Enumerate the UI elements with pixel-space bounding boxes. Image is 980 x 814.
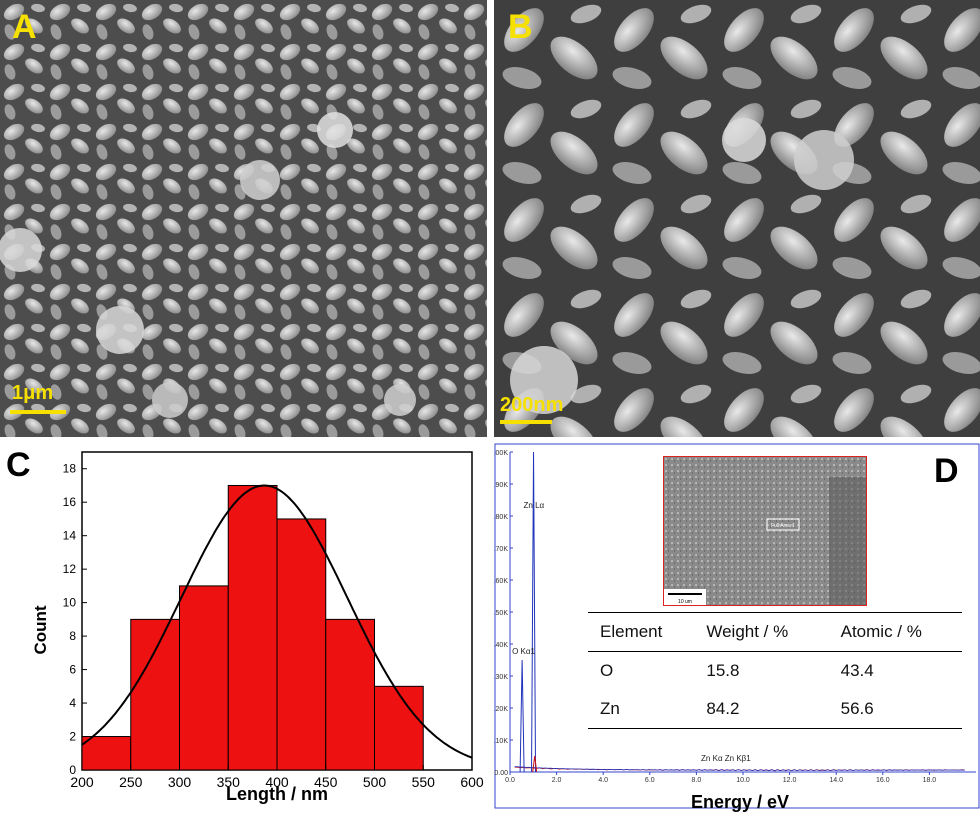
cell-atomic: 56.6: [828, 690, 962, 729]
cell-weight: 15.8: [706, 661, 740, 680]
scale-label-a: 1μm: [12, 382, 54, 404]
x-tick-label: 10.0: [736, 777, 750, 784]
scale-bar-b: [500, 420, 552, 424]
edx-inset-image: 10 um Full Area 1: [663, 456, 867, 606]
cell-element: Zn: [588, 690, 695, 729]
histogram-bar: [276, 518, 327, 771]
x-tick-label: 0.0: [505, 777, 515, 784]
spectrum-peak: [519, 659, 525, 773]
panel-label-c: C: [6, 446, 31, 484]
x-tick-label: 18.0: [923, 777, 937, 784]
spectrum-peak: [532, 755, 538, 773]
sem-image-b: [494, 0, 980, 437]
y-tick-label: 0.90K: [494, 482, 508, 489]
peak-label: O Kα1: [512, 647, 535, 656]
histogram-bar: [374, 685, 424, 771]
y-tick-label: 4: [69, 696, 76, 710]
y-tick-label: 8: [69, 629, 76, 643]
y-tick-label: 0.10K: [494, 738, 508, 745]
cell-weight: 84.2: [694, 690, 829, 729]
sem-image-a: [0, 0, 487, 437]
x-tick-label: 550: [412, 774, 436, 790]
x-tick-label: 300: [168, 774, 192, 790]
x-tick-label: 2.0: [552, 777, 562, 784]
y-tick-label: 14: [63, 529, 77, 543]
histogram-chart: 200 250 300 350 400 450 500 550 600 0 2 4 6 8 10 12 14 16…: [31, 451, 484, 804]
header-weight: Weight / %: [694, 612, 829, 652]
inset-scale-label: 10 um: [678, 599, 692, 605]
cell-atomic: 43.4: [840, 661, 874, 680]
x-tick-label: 400: [265, 774, 289, 790]
edx-spectrum-chart: 0.00 0.10K 0.20K 0.30K 0.40K 0.50K 0.60K 0.70K 0…: [494, 443, 980, 812]
x-tick-label: 14.0: [829, 777, 843, 784]
histogram-bar: [81, 736, 132, 771]
sem-panel-a: A 1μm: [0, 0, 487, 437]
ylabel-count: Count: [31, 605, 50, 654]
scale-bar-a: [10, 410, 66, 414]
histogram-bar: [325, 618, 375, 771]
panel-label-a: A: [12, 8, 37, 46]
x-tick-label: 600: [460, 774, 484, 790]
spectrum-peak: [531, 451, 537, 773]
table-row: Zn 84.2 56.6: [588, 690, 962, 729]
histogram-bar: [227, 484, 278, 771]
x-tick-label: 4.0: [598, 777, 608, 784]
header-element: Element: [588, 612, 695, 652]
x-tick-label: 16.0: [876, 777, 890, 784]
panel-label-d: D: [934, 452, 959, 490]
panel-label-b: B: [508, 8, 533, 46]
header-atomic: Atomic / %: [828, 612, 962, 652]
table-row: O 15.8 43.4: [588, 652, 962, 691]
peak-label-zn-k: Zn Kα Zn Kβ1: [701, 754, 751, 763]
y-tick-label: 0.70K: [494, 546, 508, 553]
x-tick-label: 8.0: [692, 777, 702, 784]
y-tick-label: 6: [69, 663, 76, 677]
x-tick-label: 6.0: [645, 777, 655, 784]
y-tick-label: 2: [69, 730, 76, 744]
x-tick-label: 250: [119, 774, 143, 790]
cell-element: O: [600, 661, 614, 680]
table-header-row: Element Weight / % Atomic / %: [588, 612, 962, 652]
x-tick-label: 450: [314, 774, 338, 790]
y-tick-label: 0: [69, 763, 76, 777]
y-tick-label: 0.60K: [494, 578, 508, 585]
y-tick-label: 12: [63, 562, 77, 576]
x-tick-label: 12.0: [783, 777, 797, 784]
y-tick-label: 0.20K: [494, 706, 508, 713]
y-tick-label: 0.50K: [494, 610, 508, 617]
xlabel-length: Length / nm: [226, 784, 328, 804]
y-tick-label: 0.40K: [494, 642, 508, 649]
y-tick-label: 0.80K: [494, 514, 508, 521]
inset-area-label: Full Area 1: [771, 523, 795, 529]
y-tick-label: 16: [63, 495, 77, 509]
gaussian-fit-curve: [81, 484, 473, 759]
y-tick-label: 18: [63, 462, 77, 476]
spectrum-trace-blue: [514, 766, 965, 772]
scale-label-b: 200nm: [500, 394, 564, 416]
y-tick-label: 10: [63, 596, 77, 610]
x-tick-label: 500: [363, 774, 387, 790]
y-tick-label: 1.00K: [494, 450, 508, 457]
sem-panel-b: B 200nm: [494, 0, 980, 437]
inset-texture: 10 um Full Area 1: [664, 457, 866, 605]
y-tick-label: 0.00: [494, 770, 508, 777]
peak-label: Zn Lα: [524, 501, 545, 510]
x-tick-label: 200: [70, 774, 94, 790]
edx-composition-table: Element Weight / % Atomic / % O 15.8 43.…: [588, 612, 962, 729]
outer-frame: [494, 443, 980, 809]
xlabel-energy: Energy / eV: [691, 792, 789, 812]
x-tick-label: 350: [217, 774, 241, 790]
histogram-bar: [130, 618, 180, 771]
histogram-bar: [179, 585, 229, 771]
y-tick-label: 0.30K: [494, 674, 508, 681]
